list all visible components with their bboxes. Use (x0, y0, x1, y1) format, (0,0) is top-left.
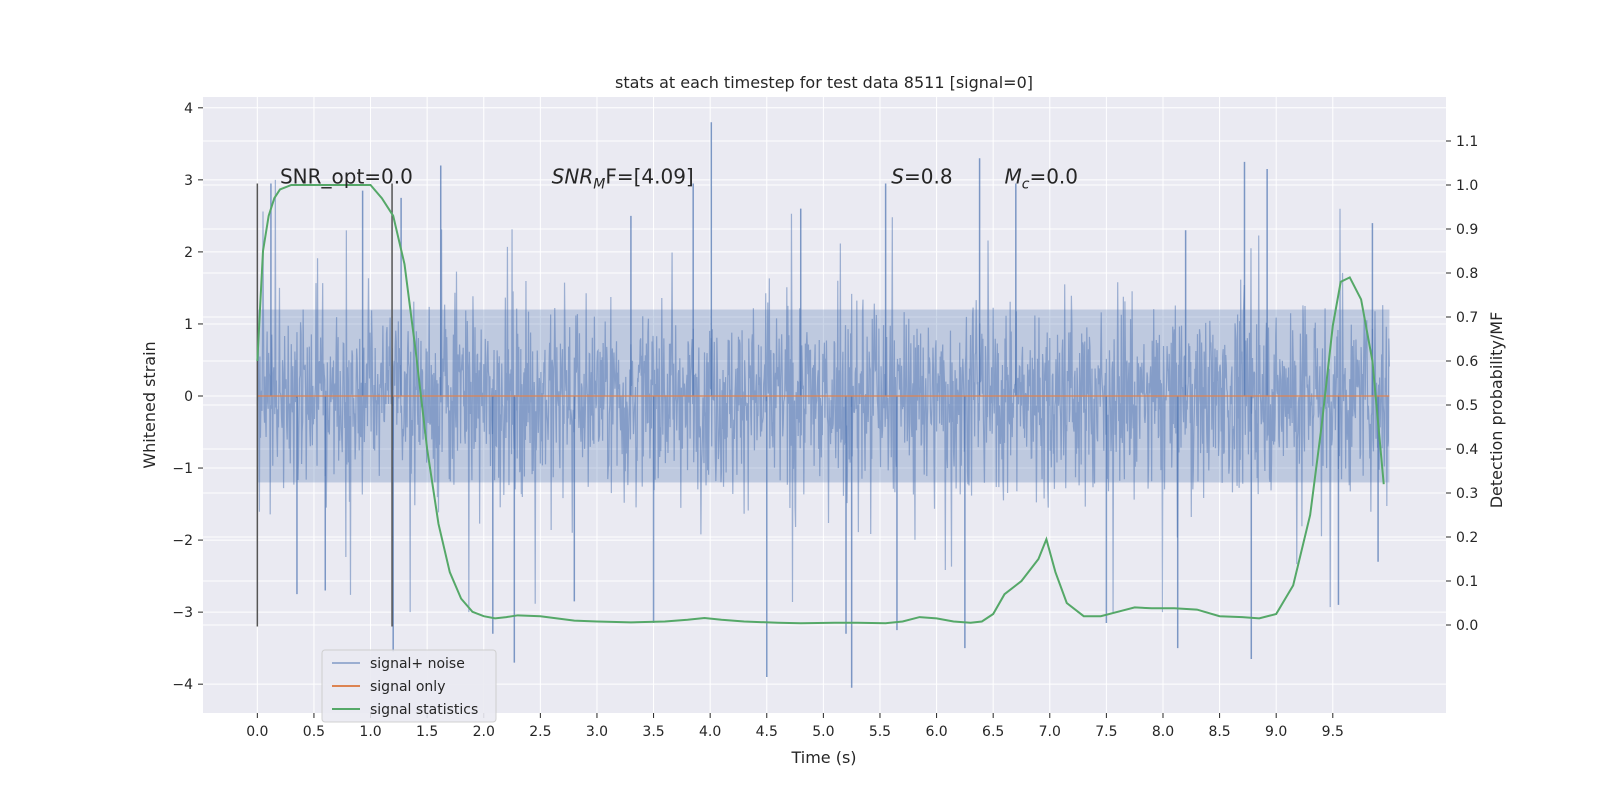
vertical-marker-layer (256, 183, 393, 627)
legend-label-noise: signal+ noise (370, 656, 465, 672)
signal-statistics-layer (256, 184, 1385, 625)
x-tick-label: 0.5 (303, 724, 325, 740)
x-tick-label: 4.5 (756, 724, 778, 740)
x-tick-label: 4.0 (699, 724, 721, 740)
y-tick-label: −4 (172, 677, 193, 693)
y-tick-label: −2 (172, 533, 193, 549)
x-tick-label: 9.0 (1265, 724, 1287, 740)
x-tick-label: 0.0 (246, 724, 268, 740)
noise-series-line (256, 179, 1390, 613)
y-right-tick-label: 0.0 (1456, 618, 1478, 634)
x-tick-label: 8.0 (1152, 724, 1174, 740)
y-tick-label: 4 (184, 101, 193, 117)
y-right-tick-label: 0.5 (1456, 398, 1478, 414)
y-right-tick-layer: 0.0 0.1 0.2 0.3 0.4 0.5 0.6 0.7 0.8 0.9 1.0 1.1 (1446, 134, 1478, 634)
x-tick-label: 7.0 (1039, 724, 1061, 740)
chart-title: stats at each timestep for test data 851… (615, 73, 1033, 92)
x-tick-label: 5.5 (869, 724, 891, 740)
y-tick-label: 1 (184, 317, 193, 333)
x-tick-label: 2.0 (473, 724, 495, 740)
y-right-tick-label: 0.7 (1456, 310, 1478, 326)
y-tick-label: 2 (184, 245, 193, 261)
annotation-text: SNRMF=[4.09] (552, 164, 694, 192)
legend-label-statistics: signal statistics (370, 702, 478, 718)
x-tick-label: 2.5 (529, 724, 551, 740)
y-right-tick-label: 0.6 (1456, 354, 1478, 370)
annotation-text: Mc=0.0 (1004, 164, 1078, 192)
annotation-layer: SNR_opt=0.0 SNRMF=[4.09] S=0.8 Mc=0.0 (280, 164, 1078, 192)
x-tick-label: 6.5 (982, 724, 1004, 740)
legend-box (321, 649, 497, 723)
x-tick-label: 9.5 (1322, 724, 1344, 740)
x-tick-label: 3.0 (586, 724, 608, 740)
y-right-tick-label: 0.4 (1456, 442, 1478, 458)
x-tick-label: 7.5 (1095, 724, 1117, 740)
x-tick-label: 8.5 (1208, 724, 1230, 740)
legend: signal+ noise signal only signal statist… (321, 649, 497, 723)
signal-statistics-line (256, 184, 1385, 625)
x-tick-label: 5.0 (812, 724, 834, 740)
y-right-tick-label: 1.0 (1456, 178, 1478, 194)
y-right-axis-label: Detection probability/MF (1487, 312, 1506, 509)
x-tick-label: 6.0 (925, 724, 947, 740)
y-right-tick-label: 0.9 (1456, 222, 1478, 238)
legend-label-signal: signal only (370, 679, 445, 695)
x-axis-label: Time (s) (790, 748, 856, 767)
y-right-tick-label: 1.1 (1456, 134, 1478, 150)
y-right-tick-label: 0.3 (1456, 486, 1478, 502)
x-tick-label: 1.0 (359, 724, 381, 740)
annotation-text: SNR_opt=0.0 (280, 164, 413, 188)
annotation-text: S=0.8 (891, 164, 952, 188)
y-right-tick-label: 0.2 (1456, 530, 1478, 546)
y-tick-label: −3 (172, 605, 193, 621)
x-tick-label: 3.5 (642, 724, 664, 740)
y-tick-layer: −4 −3 −2 −1 0 1 2 3 4 (172, 101, 203, 693)
y-tick-label: −1 (172, 461, 193, 477)
y-tick-label: 0 (184, 389, 193, 405)
x-tick-layer: 0.0 0.5 1.0 1.5 2.0 2.5 3.0 3.5 4.0 4.5 5.0 5.5 6.0 6… (246, 713, 1344, 740)
x-tick-label: 1.5 (416, 724, 438, 740)
y-axis-label: Whitened strain (140, 341, 159, 468)
y-right-tick-label: 0.8 (1456, 266, 1478, 282)
y-right-tick-label: 0.1 (1456, 574, 1478, 590)
y-tick-label: 3 (184, 173, 193, 189)
